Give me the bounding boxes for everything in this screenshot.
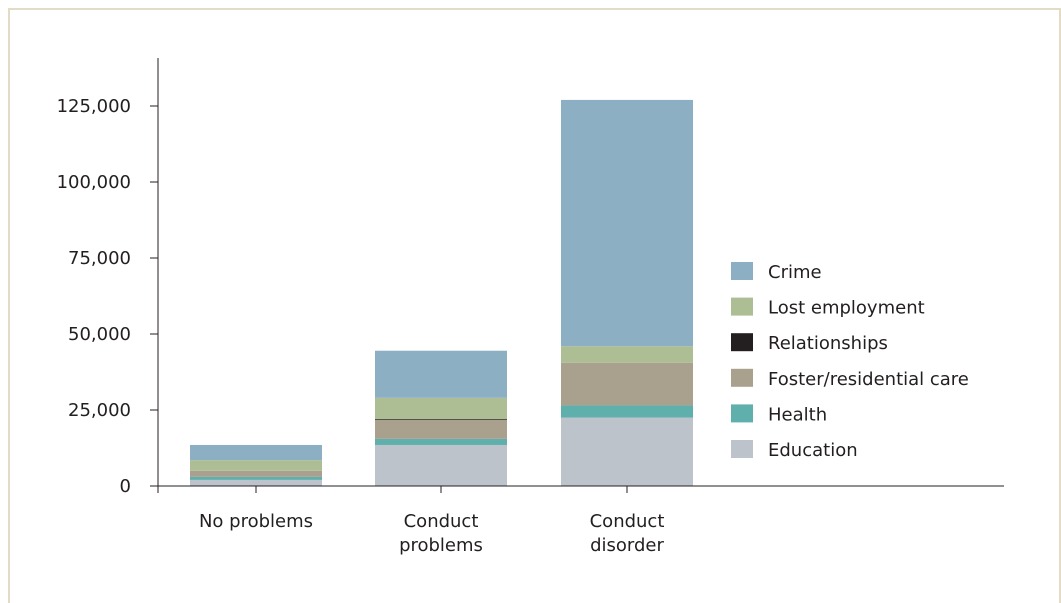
legend-label-health: Health: [768, 404, 827, 425]
legend-swatch-lost-employment: [731, 297, 753, 316]
bar-segment-health: [190, 476, 322, 480]
y-tick-label: 0: [120, 476, 131, 497]
bar-segment-education: [190, 479, 322, 486]
y-tick-label: 25,000: [68, 400, 131, 421]
bar-segment-education: [561, 417, 693, 486]
legend-label-crime: Crime: [768, 262, 822, 283]
legend-label-education: Education: [768, 440, 858, 461]
bar-segment-health: [375, 438, 507, 445]
y-tick-label: 75,000: [68, 248, 131, 269]
axes-group: [150, 58, 1004, 493]
legend-swatch-foster-residential-care: [731, 368, 753, 387]
legend-label-relationships: Relationships: [768, 333, 888, 354]
bar-segment-crime: [561, 99, 693, 347]
legend-swatch-health: [731, 404, 753, 423]
chart-frame: [8, 8, 1061, 603]
bar-segment-crime: [190, 444, 322, 461]
x-tick-label: Conduct disorder: [590, 511, 665, 556]
bar-segment-lost-employment: [375, 397, 507, 420]
y-tick-label: 50,000: [68, 324, 131, 345]
x-tick-label: Conduct problems: [399, 511, 483, 556]
bar-segment-foster-residential-care: [190, 470, 322, 477]
bar-segment-education: [375, 444, 507, 486]
legend-swatch-relationships: [731, 333, 753, 352]
bar-segment-lost-employment: [561, 346, 693, 363]
bars-group: [190, 99, 693, 486]
bar-segment-health: [561, 405, 693, 418]
x-tick-label: No problems: [199, 511, 313, 532]
y-tick-label: 125,000: [57, 96, 131, 117]
legend-swatch-education: [731, 440, 753, 458]
y-tick-label: 100,000: [57, 172, 131, 193]
bar-segment-lost-employment: [190, 460, 322, 471]
y-ticks-group: 0 25,000 50,000 75,000 100,000 125,000: [57, 96, 158, 497]
legend: Crime Lost employment Relationships Foster/…: [731, 262, 969, 461]
legend-label-lost-employment: Lost employment: [768, 298, 925, 319]
bar-segment-foster-residential-care: [561, 362, 693, 406]
legend-label-foster-residential-care: Foster/residential care: [768, 369, 969, 390]
bar-segment-foster-residential-care: [375, 419, 507, 439]
x-ticks-group: No problems Conduct problems Conduct disorde…: [199, 486, 665, 556]
bar-segment-crime: [375, 350, 507, 398]
legend-swatch-crime: [731, 262, 753, 280]
